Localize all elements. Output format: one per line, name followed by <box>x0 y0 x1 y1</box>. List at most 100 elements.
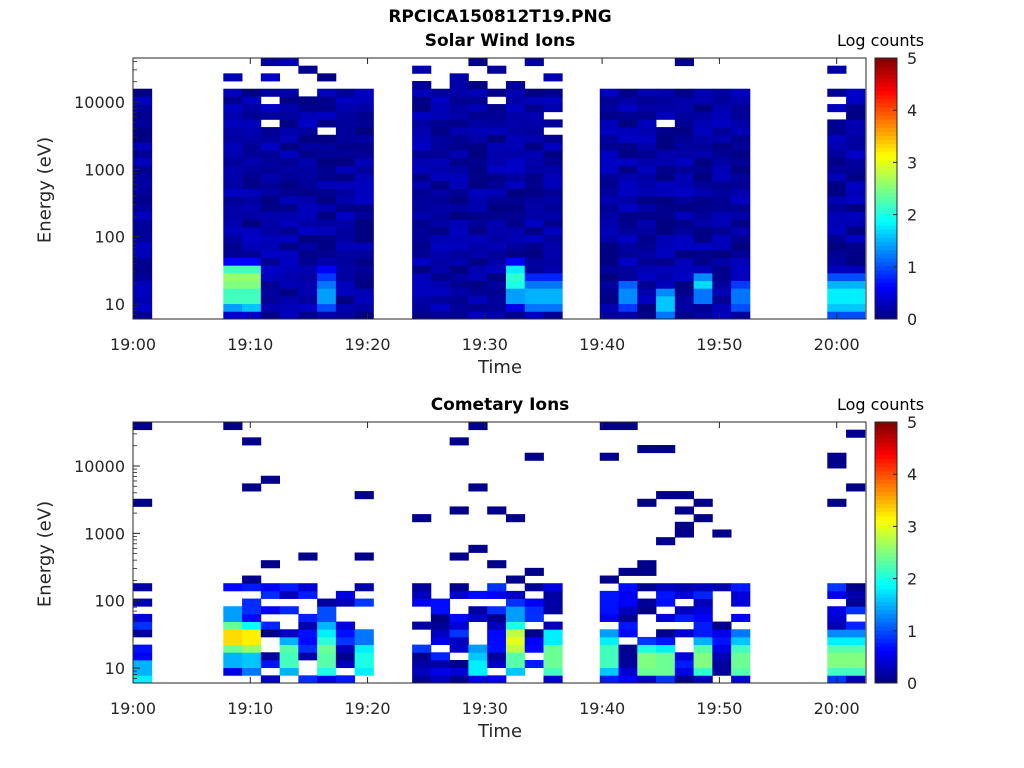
spectrogram-cell <box>449 613 469 622</box>
spectrogram-cell <box>223 311 243 320</box>
spectrogram-cell <box>449 249 469 258</box>
spectrogram-cell <box>827 636 847 646</box>
spectrogram-cell <box>449 180 469 189</box>
spectrogram-cell <box>223 644 243 653</box>
spectrogram-cell <box>223 219 243 228</box>
spectrogram-cell <box>133 104 153 113</box>
spectrogram-cell <box>298 111 318 120</box>
spectrogram-cell <box>298 249 318 258</box>
spectrogram-cell <box>827 150 847 159</box>
colorbar-segment <box>875 180 897 185</box>
spectrogram-cell <box>242 211 262 220</box>
colorbar-segment <box>875 208 897 214</box>
spectrogram-cell <box>468 257 488 266</box>
spectrogram-cell <box>674 127 694 136</box>
colorbar-segment <box>875 499 897 505</box>
spectrogram-cell <box>693 598 713 607</box>
spectrogram-cell <box>618 257 638 266</box>
spectrogram-cell <box>524 272 544 282</box>
x-tick-label: 19:10 <box>227 699 273 718</box>
spectrogram-cell <box>524 188 544 197</box>
spectrogram-cell <box>242 659 262 669</box>
spectrogram-cell <box>412 127 432 136</box>
colorbar-segment <box>875 196 897 202</box>
spectrogram-cell <box>223 150 243 159</box>
spectrogram-cell <box>317 73 337 82</box>
spectrogram-cell <box>656 196 676 205</box>
spectrogram-cell <box>354 667 374 676</box>
spectrogram-cell <box>827 288 847 297</box>
spectrogram-cell <box>487 196 507 205</box>
spectrogram-cell <box>599 636 619 646</box>
spectrogram-cell <box>468 104 488 113</box>
colorbar-segment <box>875 576 897 582</box>
spectrogram-cell <box>599 196 619 205</box>
spectrogram-cell <box>674 629 694 638</box>
spectrogram-cell <box>449 157 469 166</box>
spectrogram-cell <box>846 188 866 197</box>
colorbar-segment <box>875 135 897 141</box>
colorbar-segment <box>875 62 897 67</box>
spectrogram-cell <box>449 590 469 599</box>
spectrogram-cell <box>298 150 318 159</box>
spectrogram-cell <box>430 288 451 297</box>
spectrogram-cell <box>618 234 638 243</box>
y-tick-label: 10 <box>105 659 125 678</box>
spectrogram-cell <box>279 249 299 258</box>
colorbar-segment <box>875 572 897 578</box>
spectrogram-cell <box>412 280 432 289</box>
spectrogram-cell <box>317 621 337 630</box>
spectrogram-cell <box>731 157 751 166</box>
spectrogram-cell <box>242 173 262 182</box>
spectrogram-cell <box>693 303 713 312</box>
spectrogram-cell <box>487 127 507 136</box>
spectrogram-cell <box>656 295 676 305</box>
colorbar-segment <box>875 184 897 189</box>
spectrogram-cell <box>827 644 847 653</box>
colorbar-segment <box>875 147 897 153</box>
spectrogram-cell <box>656 219 676 228</box>
spectrogram-cell <box>487 88 507 97</box>
spectrogram-cell <box>637 226 657 235</box>
spectrogram-cell <box>618 272 638 282</box>
spectrogram-cell <box>731 165 751 174</box>
spectrogram-cell <box>412 303 432 312</box>
spectrogram-cell <box>133 96 153 105</box>
spectrogram-cell <box>298 119 318 128</box>
spectrogram-cell <box>543 249 563 258</box>
spectrogram-cell <box>354 180 374 189</box>
spectrogram-cell <box>637 150 657 159</box>
spectrogram-cell <box>354 242 374 251</box>
spectrogram-cell <box>524 96 544 105</box>
spectrogram-cell <box>317 311 337 320</box>
colorbar-segment <box>875 434 897 439</box>
spectrogram-cell <box>317 606 337 615</box>
spectrogram-cell <box>335 272 356 282</box>
spectrogram-cell <box>618 621 638 630</box>
colorbar-segment <box>875 217 897 222</box>
spectrogram-cell <box>242 104 262 113</box>
spectrogram-cell <box>674 157 694 166</box>
spectrogram-cell <box>242 280 262 289</box>
spectrogram-cell <box>242 272 262 282</box>
spectrogram-cell <box>674 150 694 159</box>
spectrogram-cell <box>637 157 657 166</box>
spectrogram-cell <box>712 104 732 113</box>
spectrogram-cell <box>487 280 507 289</box>
spectrogram-cell <box>637 636 657 646</box>
spectrogram-cell <box>505 606 526 615</box>
colorbar-segment <box>875 176 897 181</box>
spectrogram-cell <box>260 127 280 136</box>
spectrogram-cell <box>279 583 299 592</box>
spectrogram-cell <box>618 88 638 97</box>
spectrogram-cell <box>543 659 563 669</box>
spectrogram-cell <box>298 621 318 630</box>
colorbar-segment <box>875 568 897 574</box>
spectrogram-cell <box>656 280 676 289</box>
spectrogram-cell <box>505 613 526 622</box>
spectrogram-cell <box>279 203 299 212</box>
spectrogram-cell <box>505 629 526 638</box>
spectrogram-cell <box>618 644 638 653</box>
spectrogram-cell <box>430 667 451 676</box>
spectrogram-cell <box>279 590 299 599</box>
